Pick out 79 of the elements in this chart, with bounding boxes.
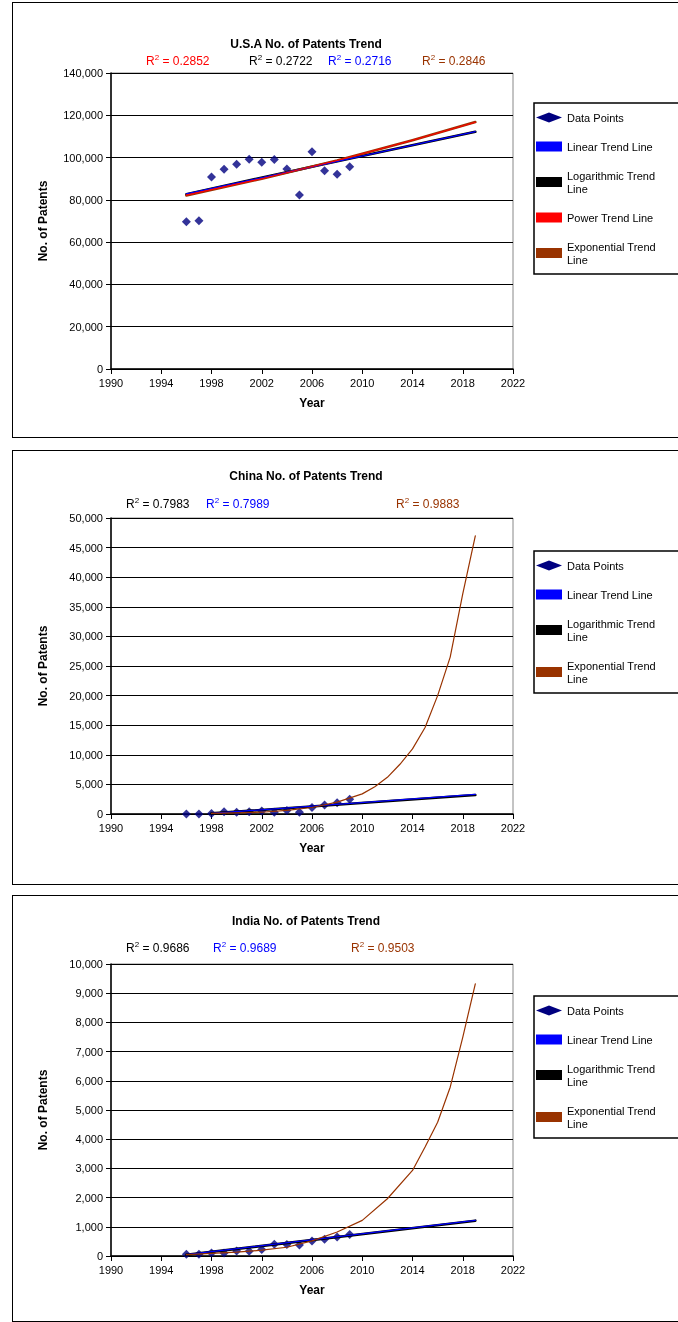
x-tick-label: 1990 xyxy=(98,821,124,834)
x-tick-label: 2010 xyxy=(350,376,375,389)
legend-label: Power Trend Line xyxy=(567,211,654,224)
legend-label: Exponential Trend Line xyxy=(567,1104,659,1130)
x-tick-label: 1990 xyxy=(98,1263,124,1276)
y-tick-label: 1,000 xyxy=(75,1220,103,1233)
y-tick-label: 80,000 xyxy=(69,193,103,206)
legend-label: Linear Trend Line xyxy=(567,1033,653,1046)
y-tick-label: 40,000 xyxy=(69,278,103,291)
y-tick-label: 20,000 xyxy=(69,320,103,333)
y-tick-label: 120,000 xyxy=(63,109,103,122)
y-tick-label: 0 xyxy=(96,1250,103,1262)
x-tick-label: 2022 xyxy=(500,821,526,834)
y-tick-label: 7,000 xyxy=(75,1045,103,1058)
y-tick-label: 5,000 xyxy=(75,778,103,791)
y-tick-label: 6,000 xyxy=(75,1074,103,1087)
y-axis-title: No. of Patents xyxy=(36,1069,50,1151)
x-tick-label: 2018 xyxy=(450,1263,475,1276)
x-tick-label: 2006 xyxy=(299,821,325,834)
y-tick-label: 15,000 xyxy=(69,719,103,732)
legend-label: Logarithmic Trend Line xyxy=(567,1062,659,1088)
x-tick-label: 2022 xyxy=(500,376,526,389)
y-tick-label: 0 xyxy=(96,808,103,820)
legend-label: Linear Trend Line xyxy=(567,588,653,601)
y-tick-label: 5,000 xyxy=(75,1104,103,1116)
x-tick-label: 2006 xyxy=(299,1263,325,1276)
y-tick-label: 0 xyxy=(96,363,103,375)
x-tick-label: 2010 xyxy=(350,821,375,834)
x-tick-label: 1990 xyxy=(98,376,124,389)
x-tick-label: 2002 xyxy=(249,376,274,389)
x-axis-title: Year xyxy=(299,1283,326,1297)
y-tick-label: 140,000 xyxy=(63,67,103,79)
y-tick-label: 50,000 xyxy=(69,512,103,524)
legend-label: Exponential Trend Line xyxy=(567,240,659,266)
x-tick-label: 2022 xyxy=(500,1263,526,1276)
y-tick-label: 3,000 xyxy=(75,1162,103,1175)
y-tick-label: 100,000 xyxy=(63,151,103,164)
y-tick-label: 4,000 xyxy=(75,1133,103,1146)
y-tick-label: 25,000 xyxy=(69,660,103,672)
x-axis-title: Year xyxy=(299,841,326,855)
x-tick-label: 2018 xyxy=(450,376,475,389)
y-tick-label: 40,000 xyxy=(69,571,103,584)
chart-title: India No. of Patents Trend xyxy=(231,914,381,928)
y-tick-label: 8,000 xyxy=(75,1016,103,1029)
x-axis-title: Year xyxy=(299,396,326,410)
x-tick-label: 2014 xyxy=(400,821,425,834)
y-axis-title: No. of Patents xyxy=(36,180,50,262)
x-tick-label: 2018 xyxy=(450,821,475,834)
x-tick-label: 1994 xyxy=(149,1263,174,1276)
x-tick-label: 1998 xyxy=(199,1263,224,1276)
legend-label: Logarithmic Trend Line xyxy=(567,617,659,643)
y-tick-label: 9,000 xyxy=(75,987,103,1000)
y-axis-title: No. of Patents xyxy=(36,625,50,707)
chart-title: China No. of Patents Trend xyxy=(229,469,383,483)
legend-label: Data Points xyxy=(567,1004,625,1017)
legend-label: Linear Trend Line xyxy=(567,140,653,153)
y-tick-label: 10,000 xyxy=(69,748,103,761)
legend-label: Data Points xyxy=(567,111,625,124)
y-tick-label: 45,000 xyxy=(69,541,103,554)
x-tick-label: 2002 xyxy=(249,1263,274,1276)
y-tick-label: 30,000 xyxy=(69,630,103,643)
y-tick-label: 20,000 xyxy=(69,689,103,702)
y-tick-label: 35,000 xyxy=(69,600,103,613)
legend-label: Data Points xyxy=(567,559,625,572)
x-tick-label: 2014 xyxy=(400,376,425,389)
x-tick-label: 1994 xyxy=(149,821,174,834)
x-tick-label: 1994 xyxy=(149,376,174,389)
chart-title: U.S.A No. of Patents Trend xyxy=(230,37,382,51)
x-tick-label: 2006 xyxy=(299,376,325,389)
legend-label: Logarithmic Trend Line xyxy=(567,169,659,195)
legend-label: Exponential Trend Line xyxy=(567,659,659,685)
y-tick-label: 2,000 xyxy=(75,1191,103,1204)
x-tick-label: 1998 xyxy=(199,376,224,389)
x-tick-label: 2014 xyxy=(400,1263,425,1276)
y-tick-label: 60,000 xyxy=(69,236,103,249)
x-tick-label: 2002 xyxy=(249,821,274,834)
x-tick-label: 2010 xyxy=(350,1263,375,1276)
y-tick-label: 10,000 xyxy=(69,958,103,970)
x-tick-label: 1998 xyxy=(199,821,224,834)
